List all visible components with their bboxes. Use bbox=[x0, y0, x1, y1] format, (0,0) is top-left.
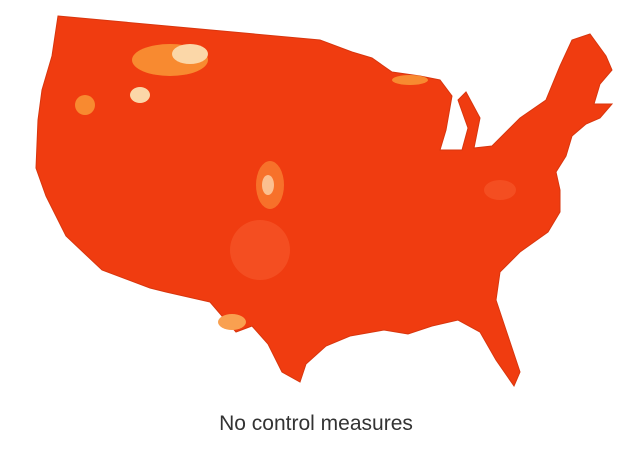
patch bbox=[262, 175, 274, 195]
patch bbox=[130, 87, 150, 103]
patch bbox=[392, 75, 428, 85]
patch bbox=[484, 180, 516, 200]
caption: No control measures bbox=[219, 412, 413, 435]
light-patches bbox=[75, 44, 516, 330]
patch bbox=[218, 314, 246, 330]
patch bbox=[172, 44, 208, 64]
patch bbox=[230, 220, 290, 280]
patch bbox=[75, 95, 95, 115]
us-map bbox=[35, 15, 614, 388]
